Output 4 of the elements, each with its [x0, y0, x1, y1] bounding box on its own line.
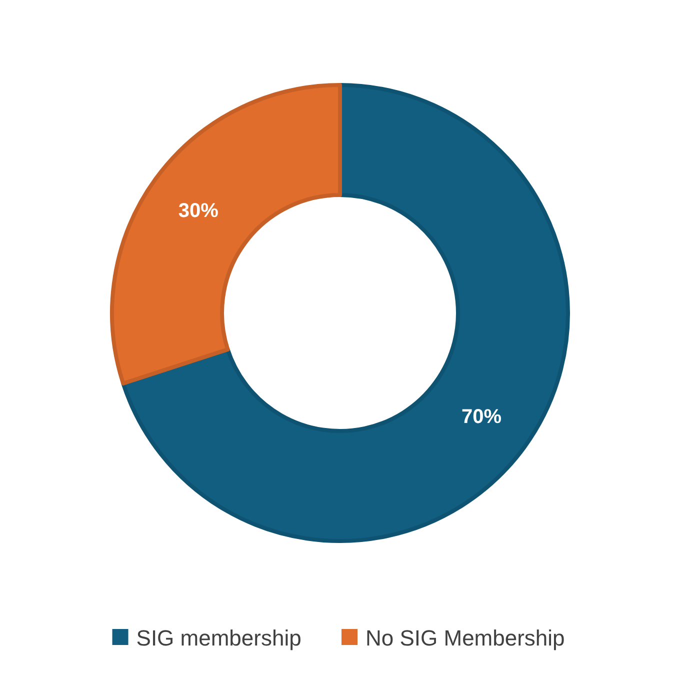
- data-label: 70%: [462, 406, 502, 428]
- legend-label: SIG membership: [136, 626, 302, 651]
- data-label: 30%: [178, 200, 219, 222]
- legend-label: No SIG Membership: [366, 626, 565, 651]
